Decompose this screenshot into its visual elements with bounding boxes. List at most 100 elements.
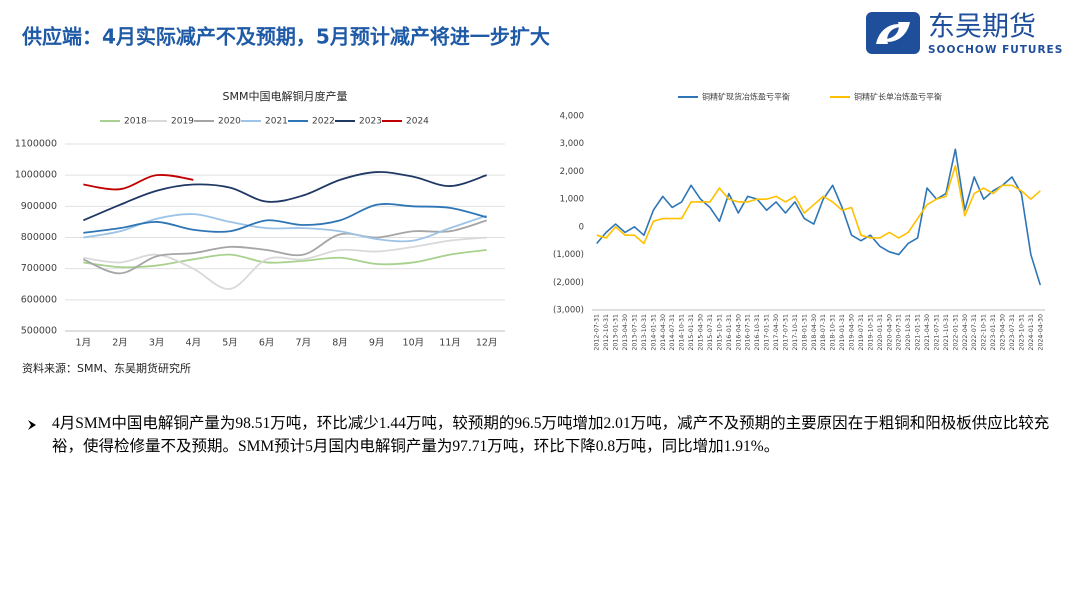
y-tick-label: (1,000) xyxy=(553,250,584,260)
x-tick-label: 2015-10-31 xyxy=(716,314,723,351)
series-line xyxy=(83,203,487,234)
x-tick-label: 2017-07-31 xyxy=(782,314,789,351)
x-tick-label: 2019-04-30 xyxy=(849,314,856,351)
chart-title: SMM中国电解铜月度产量 xyxy=(223,89,348,103)
x-tick-label: 2016-07-31 xyxy=(745,314,752,351)
x-tick-label: 2021-07-31 xyxy=(933,314,940,351)
y-tick-label: 800000 xyxy=(21,232,57,243)
x-tick-label: 2024-04-30 xyxy=(1037,314,1044,351)
x-tick-label: 2024-01-31 xyxy=(1028,314,1035,351)
x-tick-label: 2020-10-31 xyxy=(905,314,912,351)
y-tick-label: 500000 xyxy=(21,326,57,337)
x-tick-label: 2019-10-31 xyxy=(867,314,874,351)
x-tick-label: 2012-10-31 xyxy=(603,314,610,351)
x-tick-label: 2019-01-31 xyxy=(839,314,846,351)
x-tick-label: 2015-01-31 xyxy=(688,314,695,351)
y-tick-label: 1000000 xyxy=(15,170,57,181)
x-tick-label: 2013-01-31 xyxy=(613,314,620,351)
legend-label: 2018 xyxy=(124,117,147,127)
x-tick-label: 2022-04-30 xyxy=(962,314,969,351)
x-tick-label: 2018-01-31 xyxy=(801,314,808,351)
x-tick-label: 2018-07-31 xyxy=(820,314,827,351)
x-tick-label: 2023-07-31 xyxy=(1009,314,1016,351)
series-line xyxy=(596,165,1041,245)
legend-label: 2023 xyxy=(359,117,382,127)
series-line xyxy=(83,213,487,243)
x-tick-label: 10月 xyxy=(403,338,425,349)
series-line xyxy=(83,236,487,290)
slide-title: 供应端：4月实际减产不及预期，5月预计减产将进一步扩大 xyxy=(21,25,550,49)
bullet-icon xyxy=(28,420,36,430)
logo-cn: 东吴期货 xyxy=(928,12,1036,43)
x-tick-label: 2020-01-31 xyxy=(877,314,884,351)
x-tick-label: 2016-10-31 xyxy=(754,314,761,351)
x-tick-label: 2014-04-30 xyxy=(660,314,667,351)
x-tick-label: 2022-10-31 xyxy=(981,314,988,351)
x-tick-label: 2017-10-31 xyxy=(792,314,799,351)
y-tick-label: 1100000 xyxy=(15,139,57,150)
x-tick-label: 2017-04-30 xyxy=(773,314,780,351)
source-note: 资料来源：SMM、东吴期货研究所 xyxy=(22,361,191,375)
x-tick-label: 2013-07-31 xyxy=(631,314,638,351)
legend-label: 2020 xyxy=(218,117,241,127)
x-tick-label: 12月 xyxy=(476,338,498,349)
x-tick-label: 2023-04-30 xyxy=(1000,314,1007,351)
x-tick-label: 2019-07-31 xyxy=(858,314,865,351)
x-tick-label: 2022-07-31 xyxy=(971,314,978,351)
x-tick-label: 11月 xyxy=(439,338,461,349)
series-line xyxy=(83,173,194,191)
x-tick-label: 2017-01-31 xyxy=(764,314,771,351)
series-line xyxy=(83,249,487,269)
series-line xyxy=(82,171,487,222)
x-tick-label: 1月 xyxy=(76,338,92,349)
legend-label: 铜精矿现货冶炼盈亏平衡 xyxy=(702,92,790,102)
x-tick-label: 2014-10-31 xyxy=(679,314,686,351)
legend-label: 2019 xyxy=(171,117,194,127)
y-tick-label: 600000 xyxy=(21,294,57,305)
legend-label: 铜精矿长单冶炼盈亏平衡 xyxy=(854,92,942,102)
series-line xyxy=(82,219,487,275)
x-tick-label: 2016-04-30 xyxy=(735,314,742,351)
legend-label: 2021 xyxy=(265,117,288,127)
x-tick-label: 2013-10-31 xyxy=(641,314,648,351)
x-tick-label: 4月 xyxy=(186,338,202,349)
y-tick-label: 2,000 xyxy=(560,167,584,177)
x-tick-label: 5月 xyxy=(222,338,238,349)
body-text: 4月SMM中国电解铜产量为98.51万吨，环比减少1.44万吨，较预期的96.5… xyxy=(52,415,1050,455)
x-tick-label: 2015-07-31 xyxy=(707,314,714,351)
x-tick-label: 2012-07-31 xyxy=(594,314,601,351)
x-tick-label: 2018-10-31 xyxy=(830,314,837,351)
x-tick-label: 2014-07-31 xyxy=(669,314,676,351)
y-tick-label: 4,000 xyxy=(560,112,584,122)
x-tick-label: 3月 xyxy=(149,338,165,349)
x-tick-label: 6月 xyxy=(259,338,275,349)
x-tick-label: 2021-10-31 xyxy=(943,314,950,351)
x-tick-label: 2022-01-31 xyxy=(952,314,959,351)
y-tick-label: (2,000) xyxy=(553,278,584,288)
logo-en: SOOCHOW FUTURES xyxy=(928,44,1063,56)
y-tick-label: 700000 xyxy=(21,263,57,274)
x-tick-label: 2021-04-30 xyxy=(924,314,931,351)
x-tick-label: 2020-07-31 xyxy=(896,314,903,351)
x-tick-label: 2020-04-30 xyxy=(886,314,893,351)
x-tick-label: 8月 xyxy=(332,338,348,349)
y-tick-label: 1,000 xyxy=(560,195,584,205)
x-tick-label: 7月 xyxy=(296,338,312,349)
x-tick-label: 2月 xyxy=(112,338,128,349)
x-tick-label: 2021-01-31 xyxy=(915,314,922,351)
series-line xyxy=(596,148,1042,286)
legend-label: 2022 xyxy=(312,117,335,127)
x-tick-label: 2015-04-30 xyxy=(698,314,705,351)
x-tick-label: 2013-04-30 xyxy=(622,314,629,351)
x-tick-label: 2016-01-31 xyxy=(726,314,733,351)
x-tick-label: 2018-04-30 xyxy=(811,314,818,351)
y-tick-label: 900000 xyxy=(21,201,57,212)
y-tick-label: 0 xyxy=(579,222,584,232)
y-tick-label: 3,000 xyxy=(560,139,584,149)
x-tick-label: 2014-01-31 xyxy=(650,314,657,351)
y-tick-label: (3,000) xyxy=(553,306,584,316)
x-tick-label: 2023-10-31 xyxy=(1018,314,1025,351)
legend-label: 2024 xyxy=(406,117,429,127)
